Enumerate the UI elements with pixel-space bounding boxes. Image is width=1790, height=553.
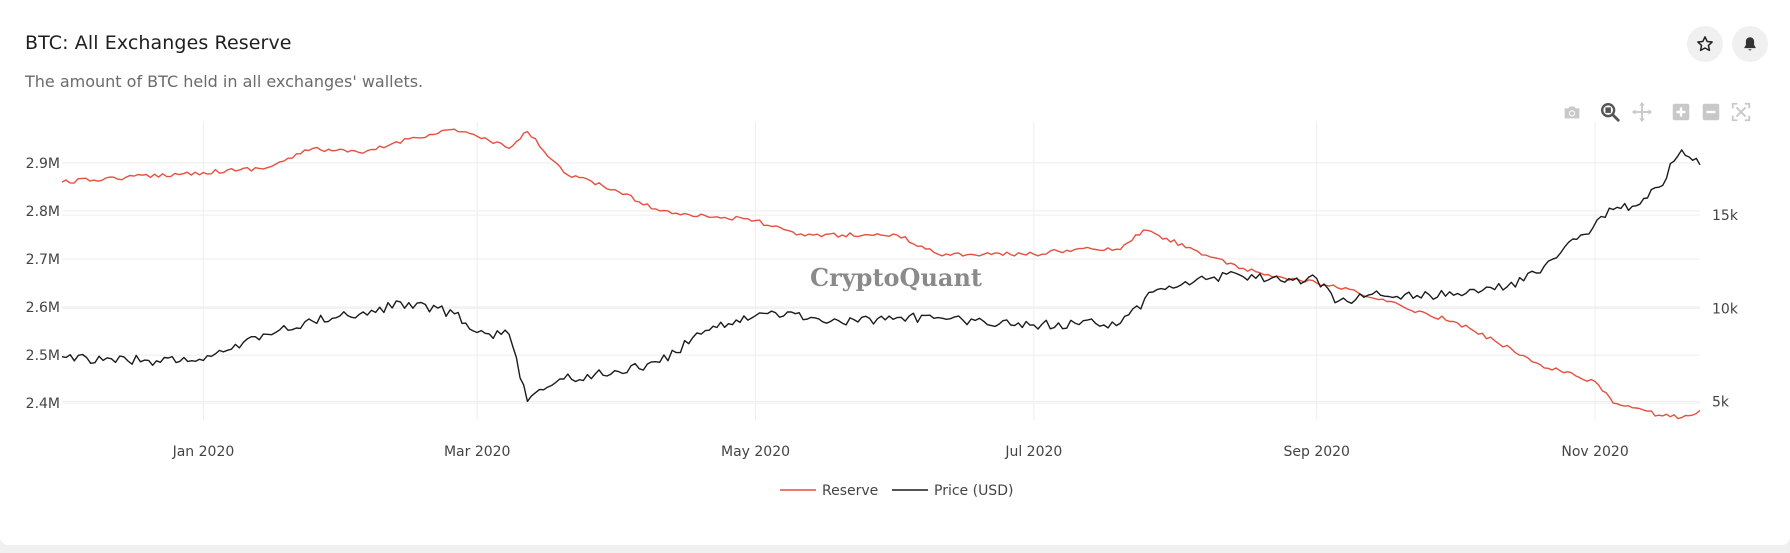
pan-mode-button[interactable] — [1631, 101, 1653, 123]
x-tick-label: Jan 2020 — [172, 444, 235, 460]
price-line — [61, 149, 1701, 403]
y-axis-left: 2.4M 2.5M 2.6M 2.7M 2.8M 2.9M — [26, 156, 60, 412]
zoom-mode-button[interactable] — [1599, 101, 1621, 123]
x-tick-label: Sep 2020 — [1284, 444, 1350, 460]
camera-icon — [1564, 106, 1580, 119]
legend-label-price: Price (USD) — [934, 483, 1013, 499]
pan-icon — [1631, 101, 1653, 123]
y-left-tick-label: 2.5M — [26, 348, 60, 364]
zoom-icon — [1601, 103, 1620, 122]
autoscale-icon — [1731, 102, 1751, 122]
zoom-in-button[interactable] — [1670, 101, 1692, 123]
x-axis: Jan 2020 Mar 2020 May 2020 Jul 2020 Sep 2020… — [172, 444, 1629, 460]
download-plot-button[interactable] — [1561, 101, 1583, 123]
y-right-tick-label: 5k — [1712, 394, 1730, 410]
grid — [62, 122, 1700, 420]
alert-button[interactable] — [1732, 26, 1768, 62]
watermark: CryptoQuant — [810, 263, 982, 292]
y-right-tick-label: 15k — [1712, 208, 1739, 224]
favorite-button[interactable] — [1687, 26, 1723, 62]
chart-title: BTC: All Exchanges Reserve — [25, 32, 292, 54]
star-icon — [1697, 36, 1713, 52]
y-left-tick-label: 2.6M — [26, 300, 60, 316]
zoom-in-icon — [1672, 103, 1690, 121]
autoscale-button[interactable] — [1730, 101, 1752, 123]
legend-label-reserve: Reserve — [822, 483, 878, 499]
y-left-tick-label: 2.4M — [26, 396, 60, 412]
y-left-tick-label: 2.9M — [26, 156, 60, 172]
y-left-tick-label: 2.7M — [26, 252, 60, 268]
x-tick-label: Jul 2020 — [1004, 444, 1062, 460]
y-right-tick-label: 10k — [1712, 301, 1739, 317]
x-tick-label: Nov 2020 — [1561, 444, 1628, 460]
zoom-out-button[interactable] — [1700, 101, 1722, 123]
y-axis-right: 5k 10k 15k — [1712, 208, 1739, 410]
bell-icon — [1744, 37, 1756, 51]
x-tick-label: May 2020 — [721, 444, 790, 460]
y-left-tick-label: 2.8M — [26, 204, 60, 220]
zoom-out-icon — [1702, 103, 1720, 121]
chart-subtitle: The amount of BTC held in all exchanges'… — [25, 72, 424, 91]
reserve-line — [61, 128, 1701, 420]
x-tick-label: Mar 2020 — [444, 444, 511, 460]
series-group — [61, 128, 1701, 420]
legend[interactable]: Reserve Price (USD) — [780, 483, 1013, 499]
